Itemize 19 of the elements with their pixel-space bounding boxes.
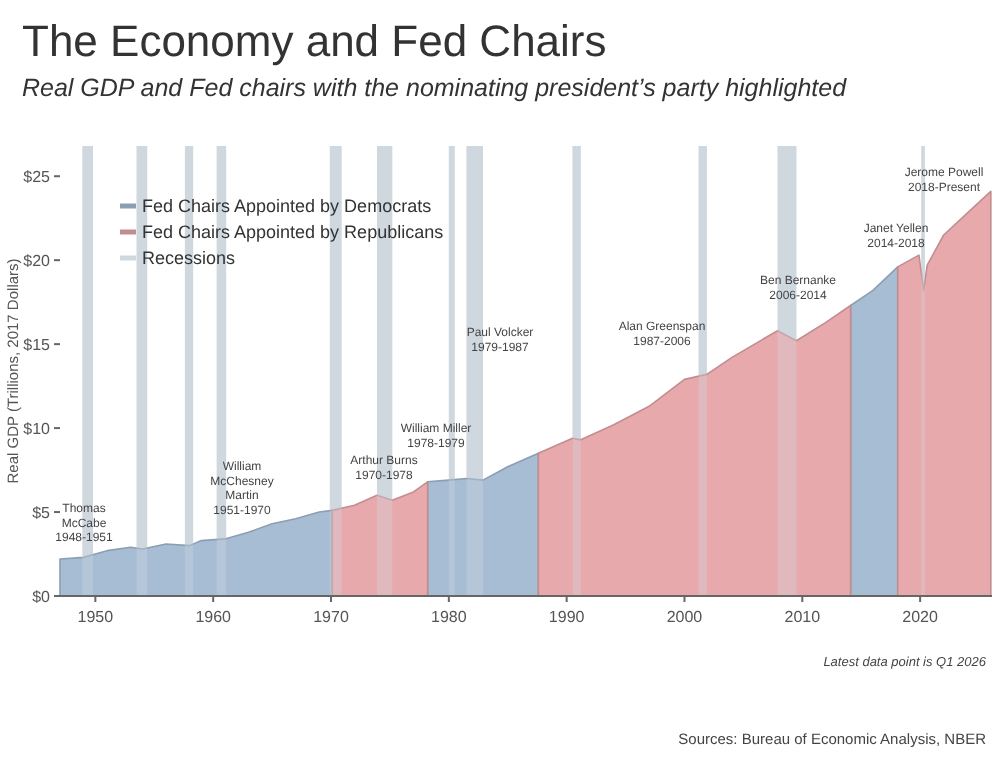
y-tick-label: $25 bbox=[23, 167, 52, 186]
x-tick-label: 2020 bbox=[902, 608, 940, 626]
y-tick-label: $15 bbox=[23, 335, 52, 354]
y-tick-label: $5 bbox=[32, 503, 52, 522]
x-tick-label: 1990 bbox=[548, 608, 586, 626]
chart-subtitle: Real GDP and Fed chairs with the nominating president’s party highlighted bbox=[22, 74, 849, 102]
x-tick-label: 1970 bbox=[313, 608, 350, 626]
x-tick-label: 2010 bbox=[784, 608, 822, 626]
x-tick-label: 1960 bbox=[195, 608, 233, 626]
y-tick-label: $20 bbox=[23, 251, 52, 270]
chart-title: The Economy and Fed Chairs bbox=[22, 16, 607, 66]
x-tick-label: 1950 bbox=[77, 608, 115, 626]
x-tick-label: 2000 bbox=[666, 608, 704, 626]
x-tick-label: 1980 bbox=[431, 608, 468, 626]
legend-label: Fed Chairs Appointed by Republicans bbox=[142, 222, 445, 243]
y-tick-label: $0 bbox=[32, 587, 52, 606]
legend-label: Fed Chairs Appointed by Democrats bbox=[142, 196, 433, 217]
band-label: Recessions bbox=[142, 248, 237, 269]
y-tick-label: $10 bbox=[23, 419, 52, 438]
